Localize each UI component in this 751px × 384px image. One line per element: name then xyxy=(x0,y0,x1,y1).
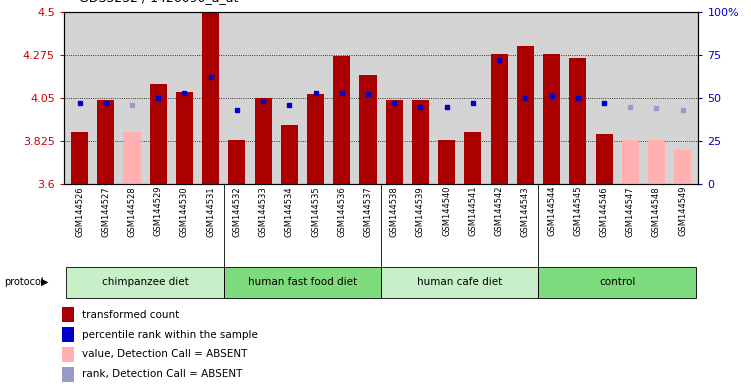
Text: GSM144531: GSM144531 xyxy=(207,186,216,237)
Text: GSM144543: GSM144543 xyxy=(521,186,530,237)
Text: GSM144540: GSM144540 xyxy=(442,186,451,237)
Bar xyxy=(622,140,639,184)
Bar xyxy=(281,125,298,184)
Bar xyxy=(228,140,246,184)
FancyBboxPatch shape xyxy=(66,267,224,298)
Text: human cafe diet: human cafe diet xyxy=(417,277,502,287)
Bar xyxy=(517,46,534,184)
Bar xyxy=(360,75,376,184)
Text: GSM144547: GSM144547 xyxy=(626,186,635,237)
Text: GSM144535: GSM144535 xyxy=(311,186,320,237)
Bar xyxy=(255,98,272,184)
Text: GSM144538: GSM144538 xyxy=(390,186,399,237)
Text: GSM144539: GSM144539 xyxy=(416,186,425,237)
Bar xyxy=(438,140,455,184)
Bar xyxy=(648,140,665,184)
Text: GSM144546: GSM144546 xyxy=(599,186,608,237)
FancyBboxPatch shape xyxy=(381,267,538,298)
Text: chimpanzee diet: chimpanzee diet xyxy=(101,277,189,287)
Text: ▶: ▶ xyxy=(41,277,49,287)
Bar xyxy=(62,367,74,382)
Bar xyxy=(674,150,691,184)
FancyBboxPatch shape xyxy=(538,267,696,298)
Bar xyxy=(307,94,324,184)
Text: GSM144537: GSM144537 xyxy=(363,186,372,237)
Text: GSM144534: GSM144534 xyxy=(285,186,294,237)
Text: rank, Detection Call = ABSENT: rank, Detection Call = ABSENT xyxy=(82,369,243,379)
Bar xyxy=(596,134,613,184)
Text: GSM144528: GSM144528 xyxy=(128,186,137,237)
Bar xyxy=(98,100,114,184)
Text: GSM144536: GSM144536 xyxy=(337,186,346,237)
Text: protocol: protocol xyxy=(4,277,44,287)
Bar xyxy=(333,56,350,184)
Text: GSM144548: GSM144548 xyxy=(652,186,661,237)
FancyBboxPatch shape xyxy=(224,267,381,298)
Text: GSM144533: GSM144533 xyxy=(258,186,267,237)
Text: GSM144529: GSM144529 xyxy=(154,186,163,237)
Text: GSM144527: GSM144527 xyxy=(101,186,110,237)
Text: GSM144541: GSM144541 xyxy=(469,186,478,237)
Bar xyxy=(62,327,74,342)
Bar xyxy=(71,132,88,184)
Bar xyxy=(62,347,74,362)
Bar xyxy=(176,92,193,184)
Text: GSM144549: GSM144549 xyxy=(678,186,687,237)
Text: GSM144545: GSM144545 xyxy=(573,186,582,237)
Text: percentile rank within the sample: percentile rank within the sample xyxy=(82,329,258,339)
Text: GSM144542: GSM144542 xyxy=(495,186,504,237)
Text: GDS3232 / 1426090_a_at: GDS3232 / 1426090_a_at xyxy=(79,0,238,4)
Bar xyxy=(543,54,560,184)
Bar xyxy=(202,12,219,184)
Text: GSM144530: GSM144530 xyxy=(180,186,189,237)
Text: GSM144526: GSM144526 xyxy=(75,186,84,237)
Bar xyxy=(123,132,140,184)
Text: GSM144544: GSM144544 xyxy=(547,186,556,237)
Bar xyxy=(412,100,429,184)
Bar xyxy=(62,307,74,322)
Text: control: control xyxy=(599,277,635,287)
Bar xyxy=(149,84,167,184)
Bar xyxy=(490,54,508,184)
Bar xyxy=(386,100,403,184)
Text: value, Detection Call = ABSENT: value, Detection Call = ABSENT xyxy=(82,349,247,359)
Text: GSM144532: GSM144532 xyxy=(232,186,241,237)
Text: transformed count: transformed count xyxy=(82,310,179,320)
Bar xyxy=(464,132,481,184)
Text: human fast food diet: human fast food diet xyxy=(248,277,357,287)
Bar xyxy=(569,58,587,184)
